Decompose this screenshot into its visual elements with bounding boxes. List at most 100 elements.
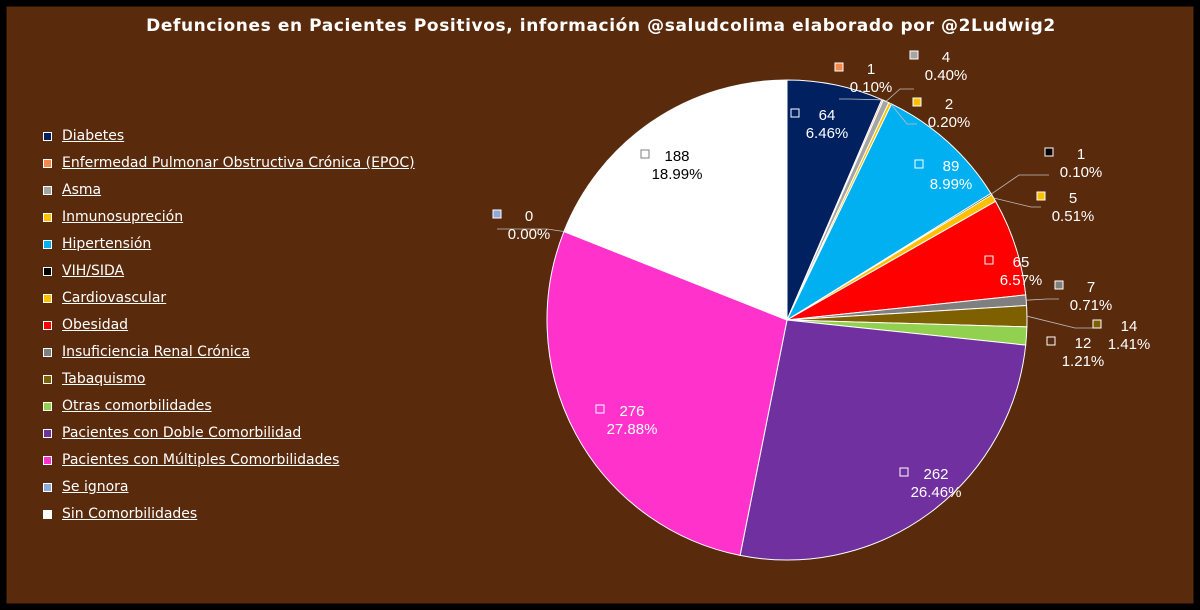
data-label: 10.10% (834, 61, 893, 96)
leader-line (889, 103, 917, 125)
legend-label: Diabetes (62, 128, 125, 144)
legend-item: Se ignora (43, 476, 423, 503)
legend-swatch (43, 294, 52, 303)
data-label-percent: 0.00% (508, 226, 551, 243)
pie-chart: 646.46%10.10%40.40%20.20%898.99%10.10%50… (492, 49, 1151, 561)
pie-slice (563, 79, 788, 321)
data-label-value: 262 (923, 466, 948, 483)
leader-line (1026, 298, 1059, 301)
data-labels: 646.46%10.10%40.40%20.20%898.99%10.10%50… (492, 49, 1151, 501)
legend-item: Obesidad (43, 314, 423, 341)
data-label-key (1046, 336, 1056, 346)
legend: Diabetes Enfermedad Pulmonar Obstructiva … (43, 125, 423, 530)
chart-title: Defunciones en Pacientes Positivos, info… (146, 16, 1056, 36)
legend-item: Sin Comorbilidades (43, 503, 423, 530)
legend-swatch (43, 213, 52, 222)
data-label-percent: 6.46% (806, 125, 849, 142)
data-label-key (914, 159, 924, 169)
data-label-key (1044, 147, 1054, 157)
pie-slice (546, 230, 788, 556)
leader-line (991, 174, 1049, 195)
data-label-key (1054, 280, 1064, 290)
data-label-percent: 0.71% (1070, 297, 1113, 314)
data-label-value: 276 (619, 403, 644, 420)
chart-area: Defunciones en Pacientes Positivos, info… (6, 6, 1194, 604)
legend-item: Enfermedad Pulmonar Obstructiva Crónica … (43, 152, 423, 179)
legend-item: Asma (43, 179, 423, 206)
data-label-value: 1 (1077, 146, 1085, 163)
pie-slice (739, 319, 1027, 561)
legend-swatch (43, 186, 52, 195)
legend-label: Cardiovascular (62, 290, 167, 306)
data-label-key (790, 108, 800, 118)
data-label-value: 12 (1075, 335, 1092, 352)
data-label-key (909, 50, 919, 60)
data-label: 10.10% (1044, 146, 1103, 181)
data-label-value: 89 (943, 158, 960, 175)
data-label-value: 5 (1069, 190, 1077, 207)
data-label: 121.21% (1046, 335, 1105, 370)
data-label-key (899, 467, 909, 477)
data-label-percent: 0.10% (1060, 164, 1103, 181)
data-label: 40.40% (909, 49, 968, 84)
legend-swatch (43, 456, 52, 465)
legend-item: Inmunosupreción (43, 206, 423, 233)
legend-item: Otras comorbilidades (43, 395, 423, 422)
data-label: 20.20% (912, 96, 971, 131)
data-label-key (640, 149, 650, 159)
legend-item: Cardiovascular (43, 287, 423, 314)
legend-swatch (43, 510, 52, 519)
data-label-key (912, 97, 922, 107)
data-label-percent: 0.10% (850, 79, 893, 96)
legend-label: VIH/SIDA (62, 263, 125, 279)
data-label-key (595, 404, 605, 414)
legend-swatch (43, 267, 52, 276)
legend-swatch (43, 132, 52, 141)
legend-swatch (43, 348, 52, 357)
data-label-value: 65 (1013, 254, 1030, 271)
data-label-key (492, 209, 502, 219)
legend-label: Asma (62, 182, 102, 198)
data-label: 00.00% (492, 208, 551, 243)
data-label-percent: 8.99% (930, 176, 973, 193)
data-label-percent: 26.46% (911, 484, 962, 501)
legend-swatch (43, 429, 52, 438)
data-label-percent: 1.21% (1062, 353, 1105, 370)
legend-item: Pacientes con Múltiples Comorbilidades (43, 449, 423, 476)
data-label: 70.71% (1054, 279, 1113, 314)
data-label-key (1092, 319, 1102, 329)
data-label-percent: 1.41% (1108, 336, 1151, 353)
legend-label: Pacientes con Múltiples Comorbilidades (62, 452, 340, 468)
legend-label: Tabaquismo (62, 371, 146, 387)
data-label-value: 188 (664, 148, 689, 165)
data-label-percent: 6.57% (1000, 272, 1043, 289)
data-label-value: 7 (1087, 279, 1095, 296)
leader-line (885, 88, 914, 102)
leader-line (1026, 315, 1097, 329)
legend-label: Inmunosupreción (62, 209, 184, 225)
data-label-key (1036, 191, 1046, 201)
legend-item: Hipertensión (43, 233, 423, 260)
data-label-value: 0 (525, 208, 533, 225)
data-label-percent: 18.99% (652, 166, 703, 183)
data-label-value: 2 (945, 96, 953, 113)
legend-swatch (43, 375, 52, 384)
leader-line (497, 228, 564, 232)
legend-label: Pacientes con Doble Comorbilidad (62, 425, 302, 441)
data-label-percent: 0.20% (928, 114, 971, 131)
leader-lines (497, 88, 1097, 329)
data-label-value: 64 (819, 107, 836, 124)
legend-item: VIH/SIDA (43, 260, 423, 287)
legend-label: Otras comorbilidades (62, 398, 212, 414)
legend-label: Insuficiencia Renal Crónica (62, 344, 251, 360)
data-label-percent: 0.40% (925, 67, 968, 84)
legend-item: Pacientes con Doble Comorbilidad (43, 422, 423, 449)
data-label: 646.46% (790, 107, 849, 142)
legend-swatch (43, 402, 52, 411)
leader-line (839, 98, 883, 101)
legend-item: Insuficiencia Renal Crónica (43, 341, 423, 368)
legend-label: Se ignora (62, 479, 129, 495)
